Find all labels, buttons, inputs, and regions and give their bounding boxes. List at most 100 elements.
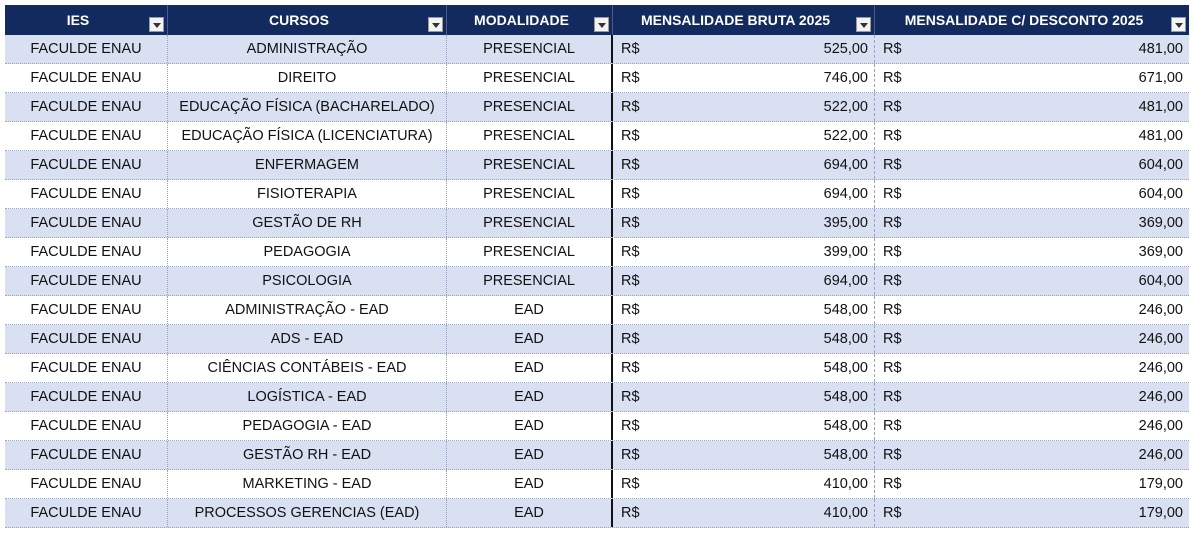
cell-modalidade[interactable]: EAD [447,470,613,498]
cell-mensalidade-desconto[interactable]: R$ 179,00 [875,470,1189,498]
cell-modalidade[interactable]: PRESENCIAL [447,267,613,295]
filter-dropdown-icon[interactable] [1171,17,1186,32]
cell-modalidade[interactable]: PRESENCIAL [447,180,613,208]
cell-modalidade[interactable]: PRESENCIAL [447,209,613,237]
cell-mensalidade-desconto[interactable]: R$ 246,00 [875,383,1189,411]
cell-ies[interactable]: FACULDE ENAU [5,470,168,498]
column-header-modalidade[interactable]: MODALIDADE [447,5,613,35]
cell-modalidade[interactable]: EAD [447,441,613,469]
filter-dropdown-icon[interactable] [856,17,871,32]
amount-value: 179,00 [1138,505,1183,521]
cell-ies[interactable]: FACULDE ENAU [5,64,168,92]
cell-modalidade[interactable]: PRESENCIAL [447,64,613,92]
cell-mensalidade-bruta[interactable]: R$ 694,00 [613,267,875,295]
cell-mensalidade-bruta[interactable]: R$ 410,00 [613,470,875,498]
cell-mensalidade-bruta[interactable]: R$ 694,00 [613,151,875,179]
cell-mensalidade-bruta[interactable]: R$ 548,00 [613,441,875,469]
amount-value: 548,00 [823,302,868,318]
cell-ies[interactable]: FACULDE ENAU [5,151,168,179]
cell-curso[interactable]: ADMINISTRAÇÃO [168,35,447,63]
cell-mensalidade-bruta[interactable]: R$ 522,00 [613,122,875,150]
cell-curso[interactable]: ADS - EAD [168,325,447,353]
cell-mensalidade-desconto[interactable]: R$ 246,00 [875,412,1189,440]
cell-mensalidade-desconto[interactable]: R$ 369,00 [875,238,1189,266]
cell-ies[interactable]: FACULDE ENAU [5,93,168,121]
cell-curso[interactable]: EDUCAÇÃO FÍSICA (LICENCIATURA) [168,122,447,150]
cell-mensalidade-desconto[interactable]: R$ 671,00 [875,64,1189,92]
cell-mensalidade-desconto[interactable]: R$ 246,00 [875,325,1189,353]
cell-mensalidade-desconto[interactable]: R$ 481,00 [875,93,1189,121]
cell-ies[interactable]: FACULDE ENAU [5,35,168,63]
cell-ies[interactable]: FACULDE ENAU [5,383,168,411]
cell-ies[interactable]: FACULDE ENAU [5,296,168,324]
cell-mensalidade-bruta[interactable]: R$ 525,00 [613,35,875,63]
cell-mensalidade-bruta[interactable]: R$ 395,00 [613,209,875,237]
cell-mensalidade-bruta[interactable]: R$ 548,00 [613,383,875,411]
column-header-ies[interactable]: IES [5,5,168,35]
cell-mensalidade-desconto[interactable]: R$ 604,00 [875,180,1189,208]
cell-modalidade[interactable]: EAD [447,325,613,353]
cell-curso[interactable]: PEDAGOGIA - EAD [168,412,447,440]
cell-modalidade[interactable]: EAD [447,296,613,324]
cell-curso[interactable]: ENFERMAGEM [168,151,447,179]
cell-curso[interactable]: PROCESSOS GERENCIAS (EAD) [168,499,447,527]
cell-mensalidade-bruta[interactable]: R$ 548,00 [613,325,875,353]
cell-mensalidade-bruta[interactable]: R$ 522,00 [613,93,875,121]
currency-symbol: R$ [621,273,640,289]
cell-mensalidade-desconto[interactable]: R$ 481,00 [875,122,1189,150]
cell-curso[interactable]: EDUCAÇÃO FÍSICA (BACHARELADO) [168,93,447,121]
cell-curso[interactable]: DIREITO [168,64,447,92]
cell-mensalidade-desconto[interactable]: R$ 246,00 [875,296,1189,324]
cell-modalidade[interactable]: EAD [447,383,613,411]
cell-modalidade[interactable]: PRESENCIAL [447,238,613,266]
cell-modalidade[interactable]: PRESENCIAL [447,122,613,150]
cell-mensalidade-desconto[interactable]: R$ 604,00 [875,151,1189,179]
currency-symbol: R$ [883,302,902,318]
cell-curso[interactable]: CIÊNCIAS CONTÁBEIS - EAD [168,354,447,382]
cell-mensalidade-bruta[interactable]: R$ 746,00 [613,64,875,92]
cell-mensalidade-bruta[interactable]: R$ 399,00 [613,238,875,266]
cell-mensalidade-desconto[interactable]: R$ 604,00 [875,267,1189,295]
cell-curso[interactable]: MARKETING - EAD [168,470,447,498]
cell-mensalidade-bruta[interactable]: R$ 548,00 [613,412,875,440]
filter-dropdown-icon[interactable] [428,17,443,32]
cell-modalidade[interactable]: EAD [447,412,613,440]
cell-ies[interactable]: FACULDE ENAU [5,209,168,237]
cell-modalidade[interactable]: PRESENCIAL [447,151,613,179]
cell-ies[interactable]: FACULDE ENAU [5,122,168,150]
column-header-mensalidade-desconto[interactable]: MENSALIDADE C/ DESCONTO 2025 [875,5,1189,35]
cell-modalidade[interactable]: PRESENCIAL [447,93,613,121]
cell-curso[interactable]: PSICOLOGIA [168,267,447,295]
cell-curso[interactable]: GESTÃO RH - EAD [168,441,447,469]
cell-mensalidade-desconto[interactable]: R$ 179,00 [875,499,1189,527]
cell-ies[interactable]: FACULDE ENAU [5,180,168,208]
cell-curso[interactable]: LOGÍSTICA - EAD [168,383,447,411]
filter-dropdown-icon[interactable] [149,17,164,32]
cell-mensalidade-bruta[interactable]: R$ 410,00 [613,499,875,527]
column-header-cursos[interactable]: CURSOS [168,5,447,35]
cell-curso[interactable]: PEDAGOGIA [168,238,447,266]
cell-ies[interactable]: FACULDE ENAU [5,354,168,382]
cell-mensalidade-desconto[interactable]: R$ 481,00 [875,35,1189,63]
cell-ies[interactable]: FACULDE ENAU [5,499,168,527]
cell-ies[interactable]: FACULDE ENAU [5,441,168,469]
cell-curso[interactable]: FISIOTERAPIA [168,180,447,208]
cell-mensalidade-bruta[interactable]: R$ 694,00 [613,180,875,208]
filter-dropdown-icon[interactable] [594,17,609,32]
table-row: FACULDE ENAU DIREITO PRESENCIAL R$ 746,00 R$ 6… [5,64,1189,93]
cell-ies[interactable]: FACULDE ENAU [5,412,168,440]
cell-mensalidade-desconto[interactable]: R$ 369,00 [875,209,1189,237]
cell-mensalidade-bruta[interactable]: R$ 548,00 [613,296,875,324]
cell-modalidade[interactable]: EAD [447,499,613,527]
cell-ies[interactable]: FACULDE ENAU [5,238,168,266]
cell-modalidade[interactable]: EAD [447,354,613,382]
cell-mensalidade-desconto[interactable]: R$ 246,00 [875,441,1189,469]
cell-curso[interactable]: ADMINISTRAÇÃO - EAD [168,296,447,324]
cell-ies[interactable]: FACULDE ENAU [5,267,168,295]
cell-mensalidade-desconto[interactable]: R$ 246,00 [875,354,1189,382]
cell-modalidade[interactable]: PRESENCIAL [447,35,613,63]
cell-mensalidade-bruta[interactable]: R$ 548,00 [613,354,875,382]
cell-curso[interactable]: GESTÃO DE RH [168,209,447,237]
cell-ies[interactable]: FACULDE ENAU [5,325,168,353]
column-header-mensalidade-bruta[interactable]: MENSALIDADE BRUTA 2025 [613,5,875,35]
